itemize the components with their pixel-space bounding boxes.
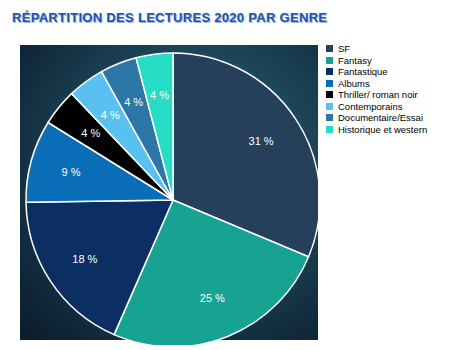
svg-text:4 %: 4 % — [81, 127, 100, 139]
svg-text:18 %: 18 % — [72, 253, 97, 265]
html-text:Fantasy: Fantasy — [338, 54, 372, 66]
html-text:SF: SF — [338, 43, 351, 55]
html-text:Contemporains: Contemporains — [338, 100, 403, 112]
svg-text:4 %: 4 % — [124, 96, 143, 108]
html-text:Historique et western: Historique et western — [338, 123, 428, 135]
svg-text:25 %: 25 % — [200, 292, 225, 304]
html-text:Documentaire/Essai: Documentaire/Essai — [338, 112, 423, 124]
html-text:Fantastique: Fantastique — [338, 66, 388, 78]
svg-text:4 %: 4 % — [150, 89, 169, 101]
html-text:RÉPARTITION DES LECTURES 2020: RÉPARTITION DES LECTURES 2020 PAR GENRE — [12, 10, 328, 25]
svg-text:9 %: 9 % — [62, 166, 81, 178]
html-text:Thriller/ roman noir: Thriller/ roman noir — [338, 89, 418, 101]
html-text:Albums: Albums — [338, 77, 370, 89]
svg-text:31 %: 31 % — [249, 135, 274, 147]
svg-text:4 %: 4 % — [101, 109, 120, 121]
